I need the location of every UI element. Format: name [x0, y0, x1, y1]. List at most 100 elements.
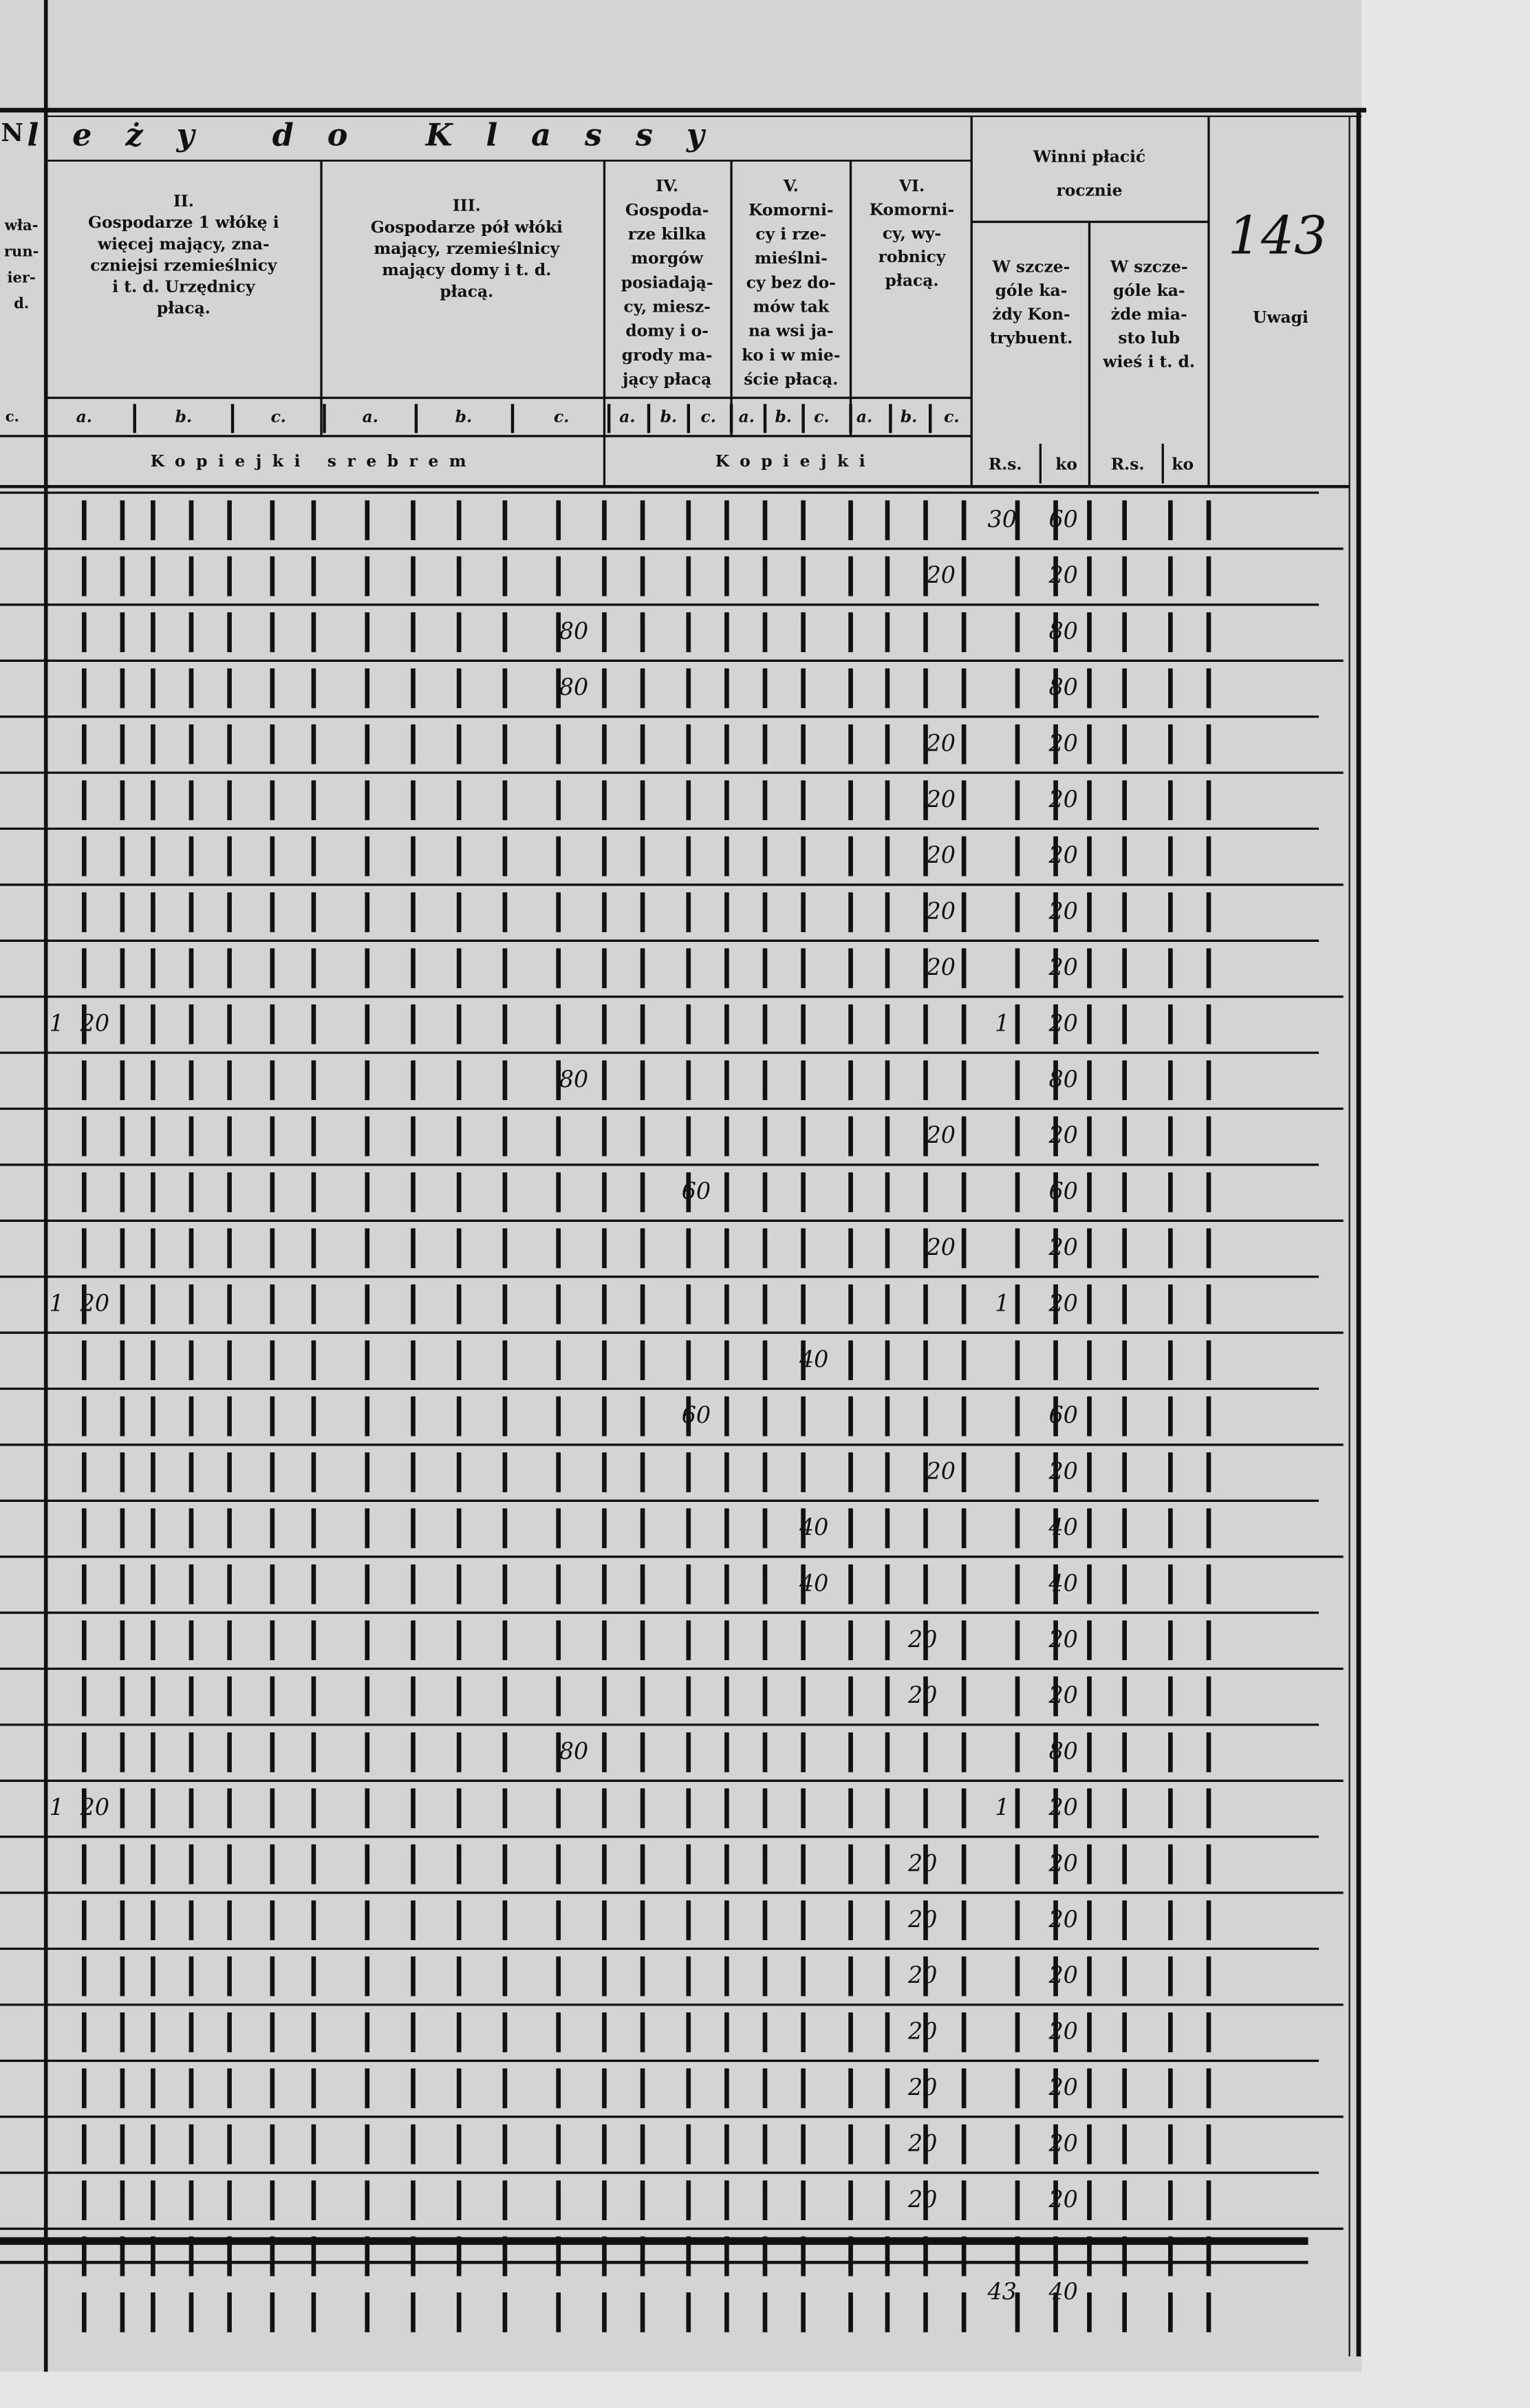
entry: 60 [682, 1401, 711, 1428]
subcolumn-label: b. [901, 407, 917, 427]
column-header-line: trybuent. [990, 328, 1073, 347]
entry: 20 [1048, 1961, 1077, 1988]
subcolumn-label: b. [775, 407, 791, 427]
column-header-line: ko i w mie- [742, 345, 840, 365]
entry: 20 [1048, 898, 1077, 925]
total-ko: 40 [1048, 2278, 1077, 2305]
column-header-line: II. [173, 191, 194, 211]
column-header-line: V. [783, 176, 799, 195]
entry: 20 [907, 2074, 937, 2100]
entry: 40 [799, 1346, 828, 1373]
entry: 20 [1048, 841, 1077, 868]
subcolumn-label: c. [814, 407, 829, 427]
uwagi: Uwagi [1253, 308, 1308, 327]
subcolumn-label: a. [76, 407, 92, 427]
payment-unit: ko [1172, 455, 1194, 474]
entry: 20 [1048, 2074, 1077, 2100]
column-header-line: W szcze- [1110, 257, 1188, 277]
entry: 1 [995, 1289, 1009, 1316]
entry: 20 [926, 786, 956, 813]
entry: 20 [1048, 1234, 1077, 1260]
column-header-line: rocznie [1056, 181, 1122, 200]
entry: 20 [907, 2129, 937, 2156]
page-number: 143 [1228, 206, 1327, 266]
subcolumn-label: a. [619, 407, 635, 427]
column-header-line: żde mia- [1111, 305, 1187, 324]
left-line: wła- [4, 217, 39, 234]
entry: 20 [926, 1458, 956, 1485]
column-header-line: na wsi ja- [748, 321, 834, 341]
unit: Kopiejki srebrem [151, 451, 477, 471]
entry: 20 [1048, 1849, 1077, 1876]
entry: 20 [1048, 1009, 1077, 1036]
column-header-line: ście płacą. [744, 369, 838, 389]
entry: 20 [926, 1234, 956, 1260]
entry: 60 [1048, 1178, 1077, 1205]
left-fragment: N [1, 119, 24, 147]
unit: Kopiejki [715, 451, 876, 471]
entry: 20 [926, 841, 956, 868]
entry: 20 [926, 954, 956, 980]
entry: 40 [1048, 1514, 1077, 1540]
entry: 20 [926, 1121, 956, 1148]
subcolumn-label: a. [856, 407, 872, 427]
column-header-line: III. [453, 196, 481, 215]
entry: 30 [987, 506, 1016, 533]
entry: 80 [559, 1738, 588, 1765]
subcolumn-label: c. [701, 407, 716, 427]
entry: 20 [1048, 954, 1077, 980]
entry: 20 [926, 898, 956, 925]
column-header-line: grody ma- [622, 345, 713, 365]
column-header-line: czniejsi rzemieślnicy [90, 255, 278, 275]
entry: 80 [1048, 674, 1077, 700]
column-header-line: góle ka- [1113, 281, 1185, 300]
entry: 1 [995, 1009, 1009, 1036]
column-header-line: VI. [898, 176, 925, 195]
payment-unit: ko [1055, 455, 1077, 474]
entry: 80 [559, 674, 588, 700]
entry: 80 [1048, 1738, 1077, 1765]
column-header-line: mający, rzemieślnicy [374, 239, 560, 258]
column-header-line: Gospoda- [625, 200, 709, 219]
left-line: d. [14, 294, 29, 312]
column-header-line: cy, miesz- [624, 297, 711, 316]
entry: 20 [1048, 2018, 1077, 2045]
column-header-line: mów tak [753, 297, 830, 316]
column-header-line: Komorni- [870, 200, 954, 219]
column-header-line: morgów [631, 248, 703, 268]
column-header-line: IV. [656, 176, 678, 195]
sheet [0, 0, 1362, 2372]
entry: 20 [1048, 1681, 1077, 1708]
column-header-line: mieślni- [755, 248, 828, 268]
left-line: ier- [7, 268, 35, 286]
title: leży do Klassy [27, 118, 737, 153]
entry: 20 [1048, 1458, 1077, 1485]
left-line: run- [4, 242, 39, 259]
payment-unit: R.s. [1111, 455, 1145, 474]
entry: 20 [80, 1289, 109, 1316]
column-header-line: robnicy [879, 247, 947, 266]
subcolumn-label: b. [455, 407, 472, 427]
entry: 20 [907, 1681, 937, 1708]
entry: 1 [50, 1289, 64, 1316]
entry: 20 [1048, 561, 1077, 588]
column-header-line: W szcze- [992, 257, 1070, 277]
entry: 40 [799, 1569, 828, 1596]
entry: 60 [1048, 506, 1077, 533]
payment-unit: R.s. [989, 455, 1022, 474]
entry: 80 [1048, 1066, 1077, 1093]
column-header-line: sto lub [1118, 328, 1180, 347]
subcolumn-label: a. [363, 407, 378, 427]
entry: 80 [1048, 618, 1077, 645]
entry: 20 [1048, 786, 1077, 813]
entry: 60 [682, 1178, 711, 1205]
column-header-line: cy i rze- [755, 224, 826, 244]
entry: 20 [907, 2186, 937, 2213]
column-header-line: Gospodarze pół włóki [371, 217, 563, 237]
entry: 20 [80, 1794, 109, 1820]
column-header-line: domy i o- [625, 321, 709, 341]
entry: 20 [1048, 1289, 1077, 1316]
total-rs: 43 [987, 2278, 1016, 2305]
